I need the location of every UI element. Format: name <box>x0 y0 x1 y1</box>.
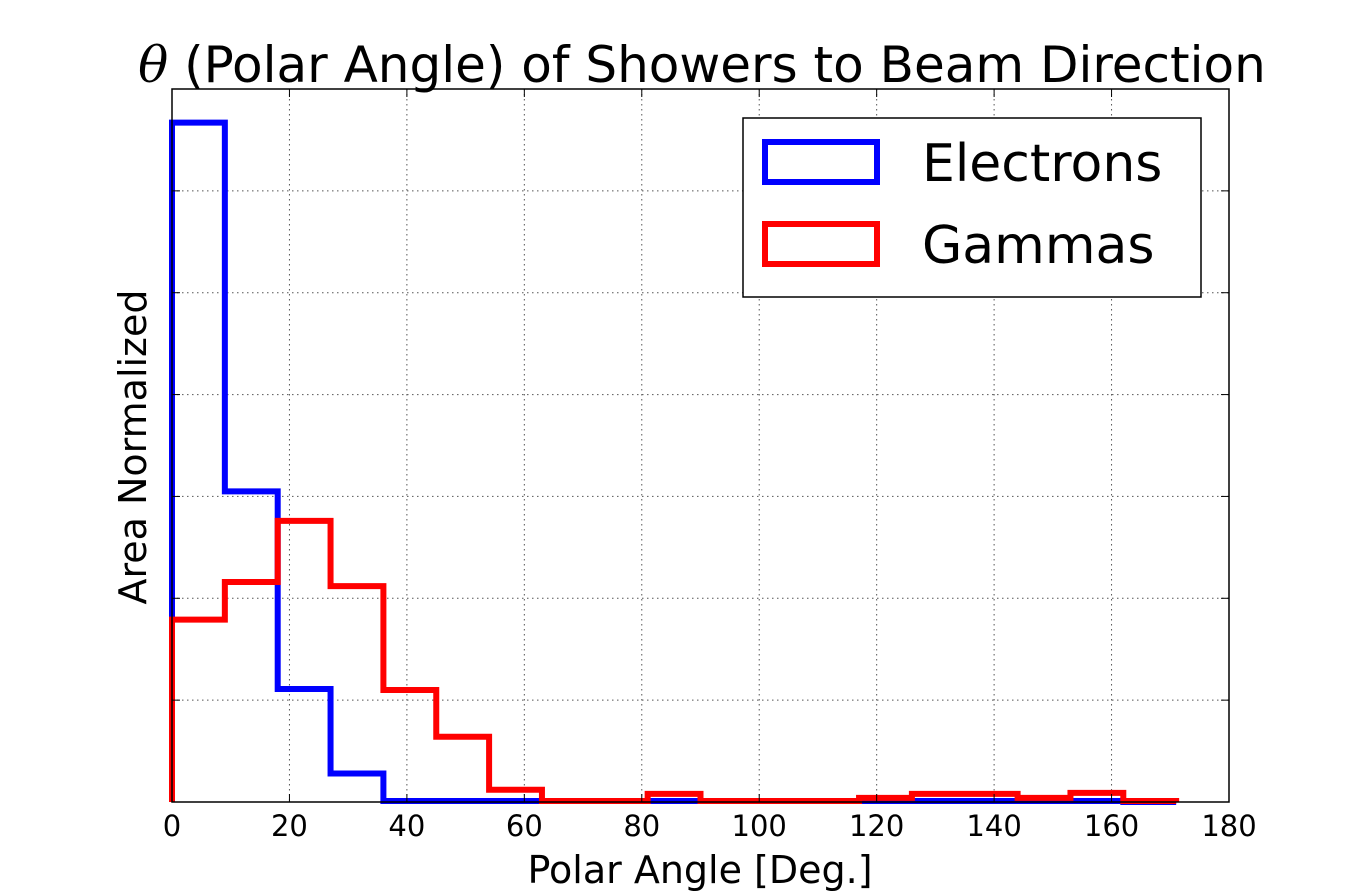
histogram-series <box>169 119 1180 805</box>
legend-label-gammas: Gammas <box>922 216 1154 276</box>
legend-swatch-electrons <box>762 139 880 185</box>
x-axis-label: Polar Angle [Deg.] <box>527 848 872 892</box>
x-tick-label: 160 <box>1084 809 1139 843</box>
x-tick-label: 120 <box>849 809 904 843</box>
legend-frame <box>742 117 1202 298</box>
x-tick-label: 180 <box>1201 809 1256 843</box>
x-tick-label: 20 <box>271 809 308 843</box>
chart-title-text: (Polar Angle) of Showers to Beam Directi… <box>168 36 1266 94</box>
chart-title-symbol: θ <box>138 36 168 94</box>
x-tick-label: 80 <box>623 809 660 843</box>
x-tick-label: 100 <box>732 809 787 843</box>
x-tick-labels: 0 20 40 60 80 100 120 140 160 180 <box>163 809 1257 843</box>
series-gammas-step <box>169 517 1180 804</box>
x-tick-label: 40 <box>388 809 425 843</box>
x-tick-label: 140 <box>966 809 1021 843</box>
x-tick-label: 60 <box>506 809 543 843</box>
legend-swatch-gammas <box>762 221 880 267</box>
grid-lines <box>172 89 1229 802</box>
y-axis-label: Area Normalized <box>111 289 155 604</box>
chart-title: θ (Polar Angle) of Showers to Beam Direc… <box>138 36 1266 94</box>
legend-label-electrons: Electrons <box>922 134 1162 194</box>
legend: Electrons Gammas <box>742 117 1202 298</box>
plot-area-frame <box>171 88 1230 803</box>
x-tick-label: 0 <box>163 809 181 843</box>
axis-ticks <box>171 88 1230 803</box>
